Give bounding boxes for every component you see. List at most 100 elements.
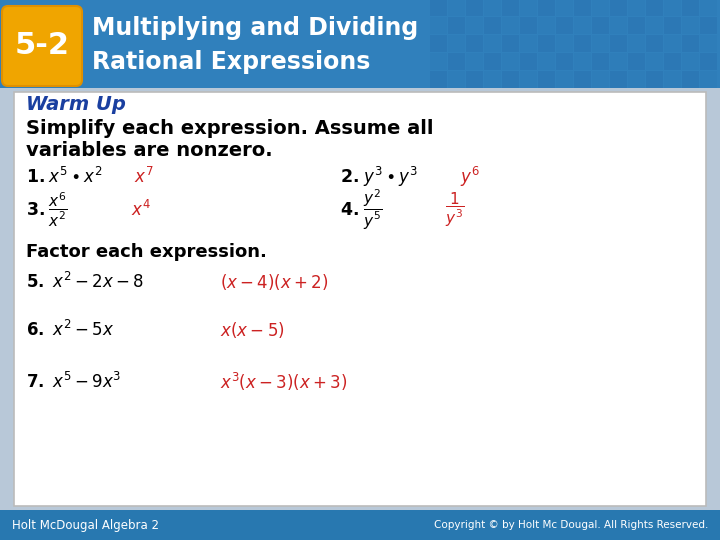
Bar xyxy=(448,35,465,52)
Text: $x^4$: $x^4$ xyxy=(131,200,150,220)
Bar xyxy=(610,0,627,16)
Bar xyxy=(592,35,609,52)
Bar xyxy=(664,0,681,16)
Text: $x^7$: $x^7$ xyxy=(134,167,153,187)
Bar xyxy=(646,53,663,70)
Bar xyxy=(466,71,483,88)
Bar xyxy=(700,0,717,16)
Bar xyxy=(664,17,681,34)
Bar xyxy=(502,53,519,70)
Bar xyxy=(610,17,627,34)
Text: $\dfrac{x^6}{x^2}$: $\dfrac{x^6}{x^2}$ xyxy=(48,191,68,229)
Bar xyxy=(664,53,681,70)
Text: $(x - 4)(x + 2)$: $(x - 4)(x + 2)$ xyxy=(220,272,328,292)
Bar xyxy=(430,71,447,88)
Bar xyxy=(592,53,609,70)
Bar xyxy=(466,35,483,52)
Bar xyxy=(538,71,555,88)
Bar xyxy=(466,0,483,16)
Bar xyxy=(682,53,699,70)
Bar xyxy=(646,35,663,52)
Bar xyxy=(700,17,717,34)
Text: $\mathbf{7.}\ x^5 - 9x^3$: $\mathbf{7.}\ x^5 - 9x^3$ xyxy=(26,372,121,392)
Bar xyxy=(556,53,573,70)
Bar xyxy=(682,35,699,52)
Bar xyxy=(520,35,537,52)
Bar xyxy=(502,35,519,52)
Bar xyxy=(538,17,555,34)
Text: $x^3(x - 3)(x + 3)$: $x^3(x - 3)(x + 3)$ xyxy=(220,371,347,393)
Bar xyxy=(646,71,663,88)
Bar xyxy=(14,92,706,506)
Bar xyxy=(628,53,645,70)
Bar xyxy=(574,71,591,88)
Bar xyxy=(682,17,699,34)
Bar xyxy=(430,0,447,16)
Bar xyxy=(700,71,717,88)
Text: Multiplying and Dividing: Multiplying and Dividing xyxy=(92,16,418,40)
Bar xyxy=(610,53,627,70)
Text: variables are nonzero.: variables are nonzero. xyxy=(26,141,273,160)
Bar xyxy=(448,0,465,16)
Text: $\mathbf{5.}\ x^2 - 2x - 8$: $\mathbf{5.}\ x^2 - 2x - 8$ xyxy=(26,272,143,292)
Bar xyxy=(520,53,537,70)
Bar xyxy=(610,35,627,52)
Bar xyxy=(574,53,591,70)
Bar xyxy=(574,0,591,16)
Bar xyxy=(520,17,537,34)
Bar xyxy=(538,35,555,52)
Bar xyxy=(484,53,501,70)
Bar xyxy=(628,17,645,34)
Bar xyxy=(646,0,663,16)
Text: $\mathbf{4.}$: $\mathbf{4.}$ xyxy=(340,201,359,219)
Bar xyxy=(556,35,573,52)
Bar xyxy=(700,53,717,70)
Bar xyxy=(592,0,609,16)
Bar xyxy=(592,71,609,88)
Text: $\mathbf{6.}\ x^2 - 5x$: $\mathbf{6.}\ x^2 - 5x$ xyxy=(26,320,114,340)
Bar xyxy=(0,0,720,88)
Bar xyxy=(520,71,537,88)
Bar xyxy=(502,17,519,34)
Bar xyxy=(448,71,465,88)
Bar xyxy=(484,0,501,16)
Bar xyxy=(556,71,573,88)
Text: Warm Up: Warm Up xyxy=(26,94,126,113)
Bar xyxy=(0,510,720,540)
Text: Copyright © by Holt Mc Dougal. All Rights Reserved.: Copyright © by Holt Mc Dougal. All Right… xyxy=(433,520,708,530)
Bar xyxy=(448,53,465,70)
Bar xyxy=(502,71,519,88)
Bar xyxy=(484,35,501,52)
Bar xyxy=(484,17,501,34)
Bar xyxy=(556,0,573,16)
Bar xyxy=(556,17,573,34)
Bar xyxy=(628,71,645,88)
Text: $\mathbf{2.}$: $\mathbf{2.}$ xyxy=(340,168,359,186)
Bar xyxy=(502,0,519,16)
Text: Factor each expression.: Factor each expression. xyxy=(26,243,267,261)
Bar xyxy=(466,53,483,70)
Bar xyxy=(664,71,681,88)
Bar xyxy=(430,35,447,52)
Text: $x^5 \bullet x^2$: $x^5 \bullet x^2$ xyxy=(48,167,103,187)
Bar xyxy=(538,53,555,70)
Text: $y^6$: $y^6$ xyxy=(460,165,480,189)
Bar xyxy=(700,35,717,52)
Text: Rational Expressions: Rational Expressions xyxy=(92,50,370,74)
Bar xyxy=(682,0,699,16)
Bar xyxy=(574,17,591,34)
Bar xyxy=(574,35,591,52)
Text: $\dfrac{y^2}{y^5}$: $\dfrac{y^2}{y^5}$ xyxy=(363,188,382,232)
FancyBboxPatch shape xyxy=(2,6,82,86)
Bar xyxy=(682,71,699,88)
Bar xyxy=(610,71,627,88)
Bar xyxy=(448,17,465,34)
Bar xyxy=(520,0,537,16)
Text: Simplify each expression. Assume all: Simplify each expression. Assume all xyxy=(26,118,433,138)
Bar xyxy=(592,17,609,34)
Bar xyxy=(538,0,555,16)
Bar xyxy=(484,71,501,88)
Bar xyxy=(628,35,645,52)
Text: $x(x - 5)$: $x(x - 5)$ xyxy=(220,320,284,340)
Bar xyxy=(430,17,447,34)
